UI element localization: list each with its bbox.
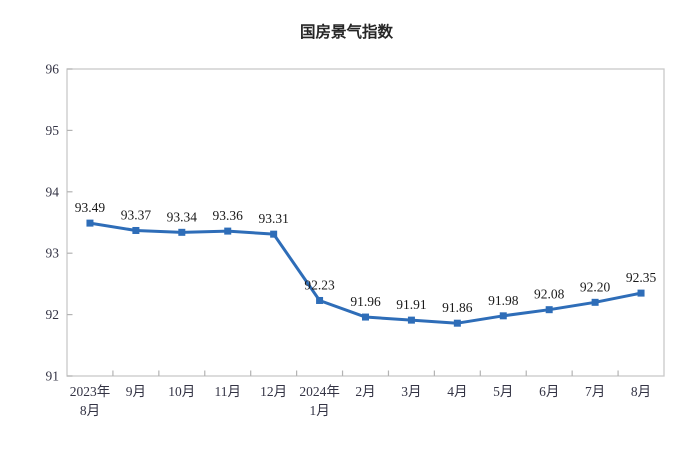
data-point-marker xyxy=(86,219,94,227)
chart-title: 国房景气指数 xyxy=(300,22,394,41)
plot-area: 91 92 93 94 95 96 2023年 8月 9月 10月 11月 12月 2024年 1月 2月 3… xyxy=(46,62,665,418)
data-point-label: 93.49 xyxy=(75,200,106,215)
data-point-marker xyxy=(178,228,186,236)
x-axis-label: 1月 xyxy=(309,403,329,418)
x-axis-label: 3月 xyxy=(401,384,421,399)
data-point-label: 93.37 xyxy=(121,207,152,222)
plot-border xyxy=(66,68,665,377)
data-point-marker xyxy=(545,306,553,314)
x-axis-label: 10月 xyxy=(168,384,195,399)
x-axis-label: 2024年 xyxy=(299,384,340,399)
x-axis-label: 7月 xyxy=(585,384,605,399)
data-point-marker xyxy=(362,313,369,321)
data-point-label: 91.86 xyxy=(442,300,473,315)
x-axis-label: 12月 xyxy=(260,384,287,399)
y-axis-label: 96 xyxy=(46,62,60,77)
data-point-label: 92.08 xyxy=(534,287,565,302)
data-point-label: 93.34 xyxy=(167,209,198,224)
data-point-marker xyxy=(132,226,140,234)
x-axis-label: 9月 xyxy=(126,384,146,399)
data-point-marker xyxy=(637,289,645,297)
data-point-marker xyxy=(316,296,324,304)
x-axis-label: 4月 xyxy=(447,384,467,399)
data-point-label: 93.31 xyxy=(258,211,288,226)
x-axis-label: 8月 xyxy=(631,384,651,399)
data-point-marker xyxy=(270,230,278,238)
data-point-label: 91.91 xyxy=(396,297,426,312)
x-axis-label: 5月 xyxy=(493,384,513,399)
data-point-label: 92.20 xyxy=(580,279,611,294)
data-point-label: 92.35 xyxy=(626,270,657,285)
data-point-label: 93.36 xyxy=(213,208,244,223)
y-axis-label: 93 xyxy=(46,246,60,261)
data-point-label: 91.98 xyxy=(488,293,519,308)
x-axis-label: 11月 xyxy=(214,384,241,399)
data-point-marker xyxy=(453,319,461,327)
x-axis-label: 2023年 xyxy=(70,384,111,399)
data-point-marker xyxy=(407,316,415,324)
x-axis-label: 6月 xyxy=(539,384,559,399)
x-axis-label: 8月 xyxy=(80,403,100,418)
data-point-label: 91.96 xyxy=(350,294,381,309)
y-axis-label: 94 xyxy=(46,184,60,199)
x-axis-label: 2月 xyxy=(355,384,375,399)
y-axis-label: 91 xyxy=(46,369,60,384)
y-axis-label: 92 xyxy=(46,307,60,322)
y-axis-label: 95 xyxy=(46,123,60,138)
data-point-marker xyxy=(224,227,232,235)
data-point-marker xyxy=(499,312,507,320)
data-point-marker xyxy=(591,298,599,306)
data-point-label: 92.23 xyxy=(304,277,335,292)
